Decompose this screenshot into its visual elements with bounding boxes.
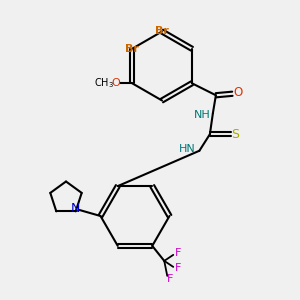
Text: O: O <box>234 86 243 99</box>
Text: Br: Br <box>125 44 139 54</box>
Text: S: S <box>231 128 239 141</box>
Text: F: F <box>175 263 181 273</box>
Text: O: O <box>111 78 120 88</box>
Text: F: F <box>175 248 181 258</box>
Text: Br: Br <box>155 26 169 37</box>
Text: HN: HN <box>179 144 196 154</box>
Text: F: F <box>167 274 173 284</box>
Text: NH: NH <box>194 110 211 120</box>
Text: CH$_3$: CH$_3$ <box>94 76 114 90</box>
Text: N: N <box>70 202 80 215</box>
